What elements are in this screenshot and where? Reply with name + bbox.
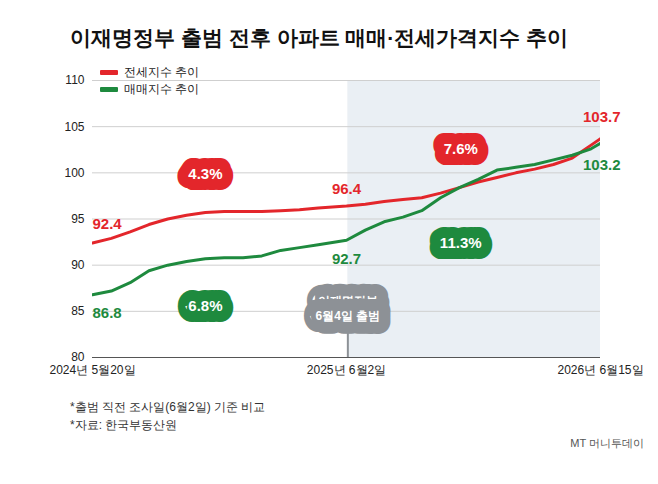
- svg-text:2024년 5월20일: 2024년 5월20일: [49, 363, 135, 377]
- svg-text:96.4: 96.4: [332, 180, 362, 197]
- svg-text:6.8%: 6.8%: [188, 297, 222, 314]
- svg-text:103.7: 103.7: [583, 108, 621, 125]
- html-text:MT 머니투데이: MT 머니투데이: [570, 437, 644, 449]
- svg-text:11.3%: 11.3%: [440, 234, 482, 251]
- svg-text:2026년 6월15일: 2026년 6월15일: [557, 363, 643, 377]
- svg-text:90: 90: [71, 258, 85, 272]
- svg-text:110: 110: [65, 73, 84, 87]
- html-text:전세지수 추이: 전세지수 추이: [124, 65, 200, 79]
- html-text:이재명정부 출범 전후 아파트 매매·전세가격지수 추이: 이재명정부 출범 전후 아파트 매매·전세가격지수 추이: [70, 26, 569, 49]
- svg-text:4.3%: 4.3%: [188, 165, 222, 182]
- svg-text:95: 95: [71, 212, 85, 226]
- svg-text:2025년 6월2일: 2025년 6월2일: [307, 363, 386, 377]
- svg-text:92.7: 92.7: [332, 250, 361, 267]
- html-text:*출범 직전 조사일(6월2일) 기준 비교: *출범 직전 조사일(6월2일) 기준 비교: [70, 400, 266, 414]
- html-text:매매지수 추이: 매매지수 추이: [124, 82, 200, 96]
- html-text:*자료: 한국부동산원: *자료: 한국부동산원: [70, 418, 178, 432]
- svg-text:103.2: 103.2: [583, 156, 621, 173]
- svg-text:7.6%: 7.6%: [444, 140, 478, 157]
- svg-text:86.8: 86.8: [93, 304, 122, 321]
- svg-text:이재명정부6월4일 출범: 이재명정부6월4일 출범: [316, 294, 381, 324]
- svg-text:85: 85: [71, 304, 85, 318]
- svg-text:80: 80: [71, 350, 85, 365]
- svg-text:105: 105: [64, 120, 84, 134]
- svg-text:92.4: 92.4: [93, 215, 123, 232]
- svg-text:100: 100: [64, 166, 84, 180]
